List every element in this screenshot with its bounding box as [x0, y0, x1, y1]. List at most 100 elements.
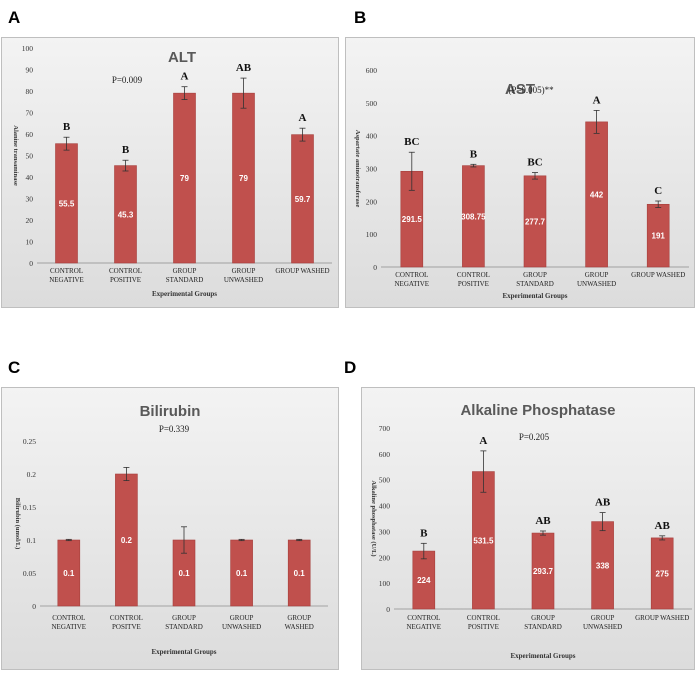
- x-tick-label: STANDARD: [524, 623, 562, 631]
- y-tick-label: 0.15: [23, 503, 36, 512]
- y-tick-label: 50: [26, 152, 34, 161]
- panel-letter-b: B: [354, 8, 367, 27]
- x-tick-label: UNWASHED: [222, 623, 261, 631]
- x-tick-label: STANDARD: [516, 280, 554, 288]
- significance-letter: B: [122, 144, 130, 156]
- chart-title: Bilirubin: [140, 403, 201, 420]
- y-tick-label: 0.25: [23, 437, 36, 446]
- y-tick-label: 70: [26, 109, 34, 118]
- data-label: 277.7: [525, 217, 546, 226]
- data-label: 442: [590, 190, 604, 199]
- x-tick-label: NEGATIVE: [51, 623, 86, 631]
- y-tick-label: 0: [29, 259, 33, 268]
- data-label: 275: [656, 569, 670, 578]
- chart-panel-bilirubin: Bilirubin P=0.339 0 0.05 0.1 0.15 0.2 0.25 Bilir…: [1, 387, 339, 670]
- p-value-annotation: P=0.339: [159, 424, 190, 434]
- data-label: 59.7: [295, 195, 311, 204]
- x-tick-label: STANDARD: [166, 276, 204, 284]
- x-tick-label: NEGATIVE: [394, 280, 429, 288]
- y-tick-label: 0: [32, 602, 36, 611]
- x-tick-label: POSITVE: [112, 623, 141, 631]
- x-tick-label: GROUP: [591, 614, 615, 622]
- y-tick-label: 500: [366, 99, 378, 108]
- y-tick-label: 80: [26, 87, 34, 96]
- x-tick-label: WASHED: [285, 623, 314, 631]
- y-axis-title: Bilirubin (umol/L): [14, 498, 21, 549]
- chart-alkaline-phosphatase: Alkaline Phosphatase P=0.205 0 100 200 300 400…: [370, 402, 692, 660]
- chart-bilirubin: Bilirubin P=0.339 0 0.05 0.1 0.15 0.2 0.25 Bilir…: [14, 403, 328, 656]
- data-label: 45.3: [118, 210, 134, 219]
- panel-letter-d: D: [344, 358, 357, 377]
- x-tick-label: GROUP: [232, 267, 256, 275]
- significance-letter: B: [420, 527, 428, 539]
- significance-letter: A: [479, 435, 487, 447]
- y-axis-title: Alkaline phosphatase (U/L): [370, 480, 377, 556]
- x-tick-label: GROUP: [531, 614, 555, 622]
- x-axis-title: Experimental Groups: [151, 648, 216, 656]
- significance-letter: AB: [595, 497, 611, 509]
- y-tick-label: 200: [366, 197, 378, 206]
- y-tick-label: 20: [26, 216, 34, 225]
- y-tick-label: 0: [373, 263, 377, 272]
- x-tick-label: CONTROL: [407, 614, 440, 622]
- significance-letter: BC: [527, 157, 542, 169]
- x-tick-label: CONTROL: [50, 267, 83, 275]
- x-tick-label: GROUP WASHED: [631, 271, 685, 279]
- significance-letter: B: [63, 121, 71, 133]
- x-tick-label: POSITIVE: [110, 276, 141, 284]
- y-tick-label: 400: [379, 502, 391, 511]
- significance-letter: A: [181, 71, 189, 83]
- y-tick-label: 100: [379, 579, 391, 588]
- y-tick-label: 400: [366, 132, 378, 141]
- x-tick-label: GROUP: [523, 271, 547, 279]
- x-tick-label: UNWASHED: [583, 623, 622, 631]
- y-tick-label: 100: [366, 230, 378, 239]
- x-axis-title: Experimental Groups: [152, 290, 217, 298]
- significance-letter: C: [654, 185, 662, 197]
- chart-panel-alt: ALT P=0.009 0 10 20 30 40 50 60 70 80 90 100 Alanine …: [1, 37, 339, 308]
- y-tick-label: 10: [26, 238, 34, 247]
- x-axis-title: Experimental Groups: [502, 292, 567, 300]
- chart-ast: AST(P=0.005)** 0 100 200 300 400 500 600 Asparta…: [354, 66, 689, 300]
- significance-letter: A: [299, 112, 307, 124]
- y-axis-title: Alanine transaminase: [12, 125, 19, 186]
- data-label: 0.1: [236, 569, 248, 578]
- x-tick-label: CONTROL: [52, 614, 85, 622]
- y-tick-label: 30: [26, 195, 34, 204]
- x-tick-label: UNWASHED: [224, 276, 263, 284]
- p-value-annotation: (P=0.005)**: [508, 85, 554, 95]
- x-tick-label: GROUP WASHED: [635, 614, 689, 622]
- data-label: 0.1: [178, 569, 190, 578]
- p-value-annotation: P=0.205: [519, 432, 550, 442]
- data-label: 0.1: [63, 569, 75, 578]
- chart-panel-ast: AST (P=0.005)** 0 100 200 300 400 500 600 Asparta…: [345, 37, 695, 308]
- y-tick-label: 200: [379, 553, 391, 562]
- y-tick-label: 0: [386, 605, 390, 614]
- y-tick-label: 300: [366, 165, 378, 174]
- x-tick-label: STANDARD: [165, 623, 203, 631]
- x-tick-label: POSITIVE: [468, 623, 499, 631]
- x-tick-label: CONTROL: [110, 614, 143, 622]
- data-label: 0.1: [294, 569, 306, 578]
- x-tick-label: GROUP: [287, 614, 311, 622]
- significance-letter: BC: [404, 136, 419, 148]
- significance-letter: AB: [236, 62, 252, 74]
- x-tick-label: GROUP: [173, 267, 197, 275]
- significance-letter: AB: [535, 515, 551, 527]
- x-tick-label: GROUP WASHED: [275, 267, 329, 275]
- x-tick-label: UNWASHED: [577, 280, 616, 288]
- x-tick-label: CONTROL: [467, 614, 500, 622]
- panel-letter-c: C: [8, 358, 21, 377]
- data-label: 191: [652, 232, 666, 241]
- y-tick-label: 700: [379, 424, 391, 433]
- y-tick-label: 40: [26, 173, 34, 182]
- significance-letter: A: [593, 94, 601, 106]
- data-label: 79: [180, 174, 189, 183]
- data-label: 308.75: [461, 212, 486, 221]
- y-tick-label: 60: [26, 130, 34, 139]
- data-label: 291.5: [402, 215, 423, 224]
- data-label: 0.2: [121, 536, 133, 545]
- y-tick-label: 0.05: [23, 569, 36, 578]
- data-label: 293.7: [533, 567, 554, 576]
- y-tick-label: 500: [379, 476, 391, 485]
